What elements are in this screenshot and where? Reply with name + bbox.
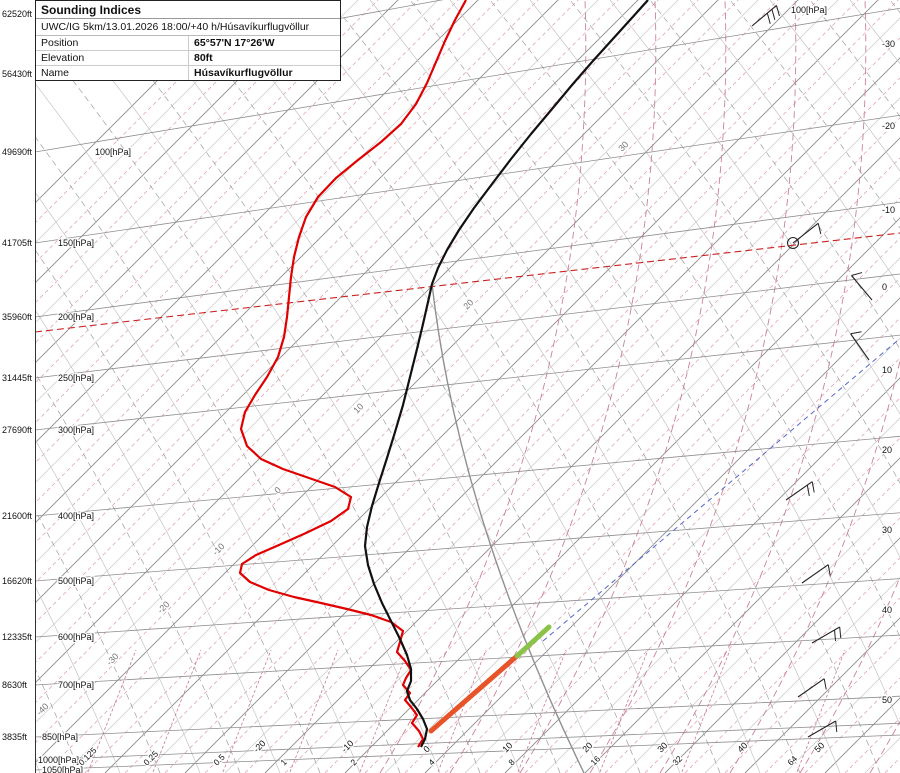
svg-text:50: 50 — [812, 740, 826, 754]
svg-text:1: 1 — [278, 757, 289, 768]
name-value: Húsavíkurflugvöllur — [194, 67, 293, 79]
reference-lines — [35, 0, 900, 773]
sounding-indices-panel: Sounding Indices UWC/IG 5km/13.01.2026 1… — [35, 0, 341, 81]
info-row-name: Name Húsavíkurflugvöllur — [36, 65, 340, 80]
position-label: Position — [36, 36, 189, 51]
panel-title: Sounding Indices — [36, 1, 340, 19]
svg-text:64: 64 — [785, 753, 799, 767]
svg-text:0.25: 0.25 — [141, 748, 160, 767]
svg-text:600[hPa]: 600[hPa] — [58, 632, 94, 642]
svg-text:0: 0 — [882, 282, 887, 292]
svg-text:49690ft: 49690ft — [2, 147, 33, 157]
svg-text:200[hPa]: 200[hPa] — [58, 312, 94, 322]
svg-text:-20: -20 — [155, 599, 171, 615]
svg-text:1050[hPa]: 1050[hPa] — [42, 765, 83, 773]
svg-text:-20: -20 — [251, 738, 267, 754]
svg-text:250[hPa]: 250[hPa] — [58, 373, 94, 383]
name-label: Name — [36, 65, 189, 80]
svg-text:50: 50 — [882, 695, 892, 705]
svg-text:41705ft: 41705ft — [2, 238, 33, 248]
svg-text:21600ft: 21600ft — [2, 511, 33, 521]
station-info-table: Position 65°57'N 17°26'W Elevation 80ft … — [36, 36, 340, 80]
parcel-highlight — [428, 624, 552, 734]
svg-text:1000[hPa]: 1000[hPa] — [38, 755, 79, 765]
svg-text:100[hPa]: 100[hPa] — [791, 5, 827, 15]
svg-text:31445ft: 31445ft — [2, 373, 33, 383]
svg-text:12335ft: 12335ft — [2, 632, 33, 642]
svg-text:30: 30 — [882, 525, 892, 535]
svg-text:40: 40 — [882, 605, 892, 615]
svg-text:500[hPa]: 500[hPa] — [58, 576, 94, 586]
info-row-position: Position 65°57'N 17°26'W — [36, 36, 340, 51]
svg-text:-10: -10 — [339, 738, 355, 754]
svg-text:700[hPa]: 700[hPa] — [58, 680, 94, 690]
temperature-curve — [363, 0, 649, 748]
svg-text:16: 16 — [588, 753, 602, 767]
svg-text:10: 10 — [882, 365, 892, 375]
svg-text:62520ft: 62520ft — [2, 9, 33, 19]
svg-text:150[hPa]: 150[hPa] — [58, 238, 94, 248]
svg-text:8630ft: 8630ft — [2, 680, 28, 690]
svg-text:30: 30 — [616, 139, 630, 153]
svg-text:-40: -40 — [34, 701, 50, 717]
svg-text:3835ft: 3835ft — [2, 732, 28, 742]
wind-barbs — [751, 5, 873, 738]
elevation-label: Elevation — [36, 50, 189, 66]
isobar-grid — [35, 0, 900, 771]
svg-text:27690ft: 27690ft — [2, 425, 33, 435]
svg-text:0.5: 0.5 — [211, 752, 227, 768]
svg-text:35960ft: 35960ft — [2, 312, 33, 322]
svg-text:10: 10 — [351, 401, 365, 415]
svg-text:20: 20 — [882, 445, 892, 455]
svg-text:-30: -30 — [882, 39, 895, 49]
svg-text:850[hPa]: 850[hPa] — [42, 732, 78, 742]
svg-text:400[hPa]: 400[hPa] — [58, 511, 94, 521]
svg-text:300[hPa]: 300[hPa] — [58, 425, 94, 435]
info-row-elevation: Elevation 80ft — [36, 50, 340, 66]
svg-text:20: 20 — [461, 297, 475, 311]
svg-text:-10: -10 — [882, 205, 895, 215]
svg-text:56430ft: 56430ft — [2, 69, 33, 79]
moist-adiabat-grid — [379, 0, 900, 773]
svg-text:10: 10 — [500, 740, 514, 754]
dewpoint-curve — [238, 0, 467, 748]
svg-text:-20: -20 — [882, 121, 895, 131]
svg-text:16620ft: 16620ft — [2, 576, 33, 586]
elevation-value: 80ft — [188, 50, 340, 66]
svg-text:100[hPa]: 100[hPa] — [95, 147, 131, 157]
mixing-ratio-lines — [87, 649, 846, 773]
svg-text:0.125: 0.125 — [76, 745, 98, 767]
svg-text:20: 20 — [580, 740, 594, 754]
model-run-line: UWC/IG 5km/13.01.2026 18:00/+40 h/Húsaví… — [36, 19, 340, 36]
position-value: 65°57'N 17°26'W — [188, 36, 340, 51]
svg-text:-30: -30 — [104, 651, 120, 667]
